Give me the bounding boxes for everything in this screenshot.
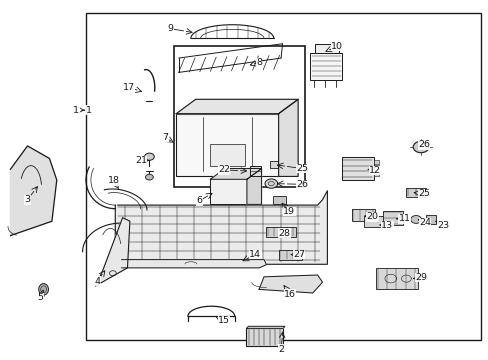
Text: 11: 11 <box>398 214 409 223</box>
Text: 4: 4 <box>94 276 100 285</box>
Text: 27: 27 <box>292 250 305 259</box>
Text: 19: 19 <box>283 207 295 216</box>
Bar <box>86 13 480 339</box>
Circle shape <box>144 153 154 160</box>
Polygon shape <box>246 326 285 328</box>
Bar <box>373 172 378 176</box>
Text: 26: 26 <box>417 140 429 149</box>
Bar <box>425 215 435 224</box>
Text: 5: 5 <box>38 293 43 302</box>
Text: 12: 12 <box>368 166 381 175</box>
Bar <box>210 144 244 166</box>
Bar <box>373 165 378 169</box>
Text: 14: 14 <box>249 250 261 259</box>
Text: 9: 9 <box>167 24 173 33</box>
Text: 25: 25 <box>295 164 307 173</box>
Text: 1: 1 <box>73 105 79 114</box>
Text: 20: 20 <box>366 212 378 221</box>
Bar <box>373 160 378 163</box>
Bar <box>250 166 261 176</box>
Polygon shape <box>122 260 266 268</box>
Text: 22: 22 <box>218 166 229 175</box>
Polygon shape <box>96 218 130 286</box>
Text: 6: 6 <box>196 196 202 205</box>
Circle shape <box>410 216 421 224</box>
Text: 7: 7 <box>162 133 168 142</box>
Bar <box>315 44 338 53</box>
Text: 28: 28 <box>278 229 290 238</box>
Bar <box>383 211 402 225</box>
Ellipse shape <box>41 286 46 293</box>
Bar <box>363 216 384 226</box>
Bar <box>270 161 277 168</box>
Bar <box>375 268 417 289</box>
Bar <box>246 328 283 346</box>
Polygon shape <box>246 168 261 204</box>
Text: 21: 21 <box>135 157 147 166</box>
Text: 23: 23 <box>436 221 448 230</box>
Bar <box>310 53 341 80</box>
Polygon shape <box>115 191 327 264</box>
Bar <box>406 188 425 197</box>
Text: 29: 29 <box>414 273 426 282</box>
Text: 8: 8 <box>256 58 262 67</box>
Text: 17: 17 <box>122 83 134 92</box>
Bar <box>272 197 286 204</box>
Bar <box>266 226 295 237</box>
Text: 16: 16 <box>283 289 295 298</box>
Text: 15: 15 <box>218 316 229 325</box>
Polygon shape <box>210 168 261 179</box>
Circle shape <box>264 179 277 188</box>
Bar <box>341 157 373 180</box>
Text: 26: 26 <box>295 180 307 189</box>
Bar <box>173 45 305 187</box>
Text: 2: 2 <box>278 345 284 354</box>
Text: 18: 18 <box>107 176 120 185</box>
Circle shape <box>412 141 428 153</box>
Text: 24: 24 <box>418 218 430 227</box>
Polygon shape <box>176 99 298 114</box>
Bar <box>351 209 374 221</box>
Polygon shape <box>278 99 298 176</box>
Bar <box>278 249 302 260</box>
Text: 10: 10 <box>330 42 343 51</box>
Polygon shape <box>259 275 322 293</box>
Text: 3: 3 <box>24 195 31 204</box>
Text: 13: 13 <box>381 221 393 230</box>
Bar <box>176 114 278 176</box>
Circle shape <box>145 174 153 180</box>
Polygon shape <box>10 146 57 235</box>
Bar <box>210 179 246 204</box>
Text: 1: 1 <box>85 105 91 114</box>
Text: 25: 25 <box>417 189 429 198</box>
Ellipse shape <box>39 284 48 295</box>
